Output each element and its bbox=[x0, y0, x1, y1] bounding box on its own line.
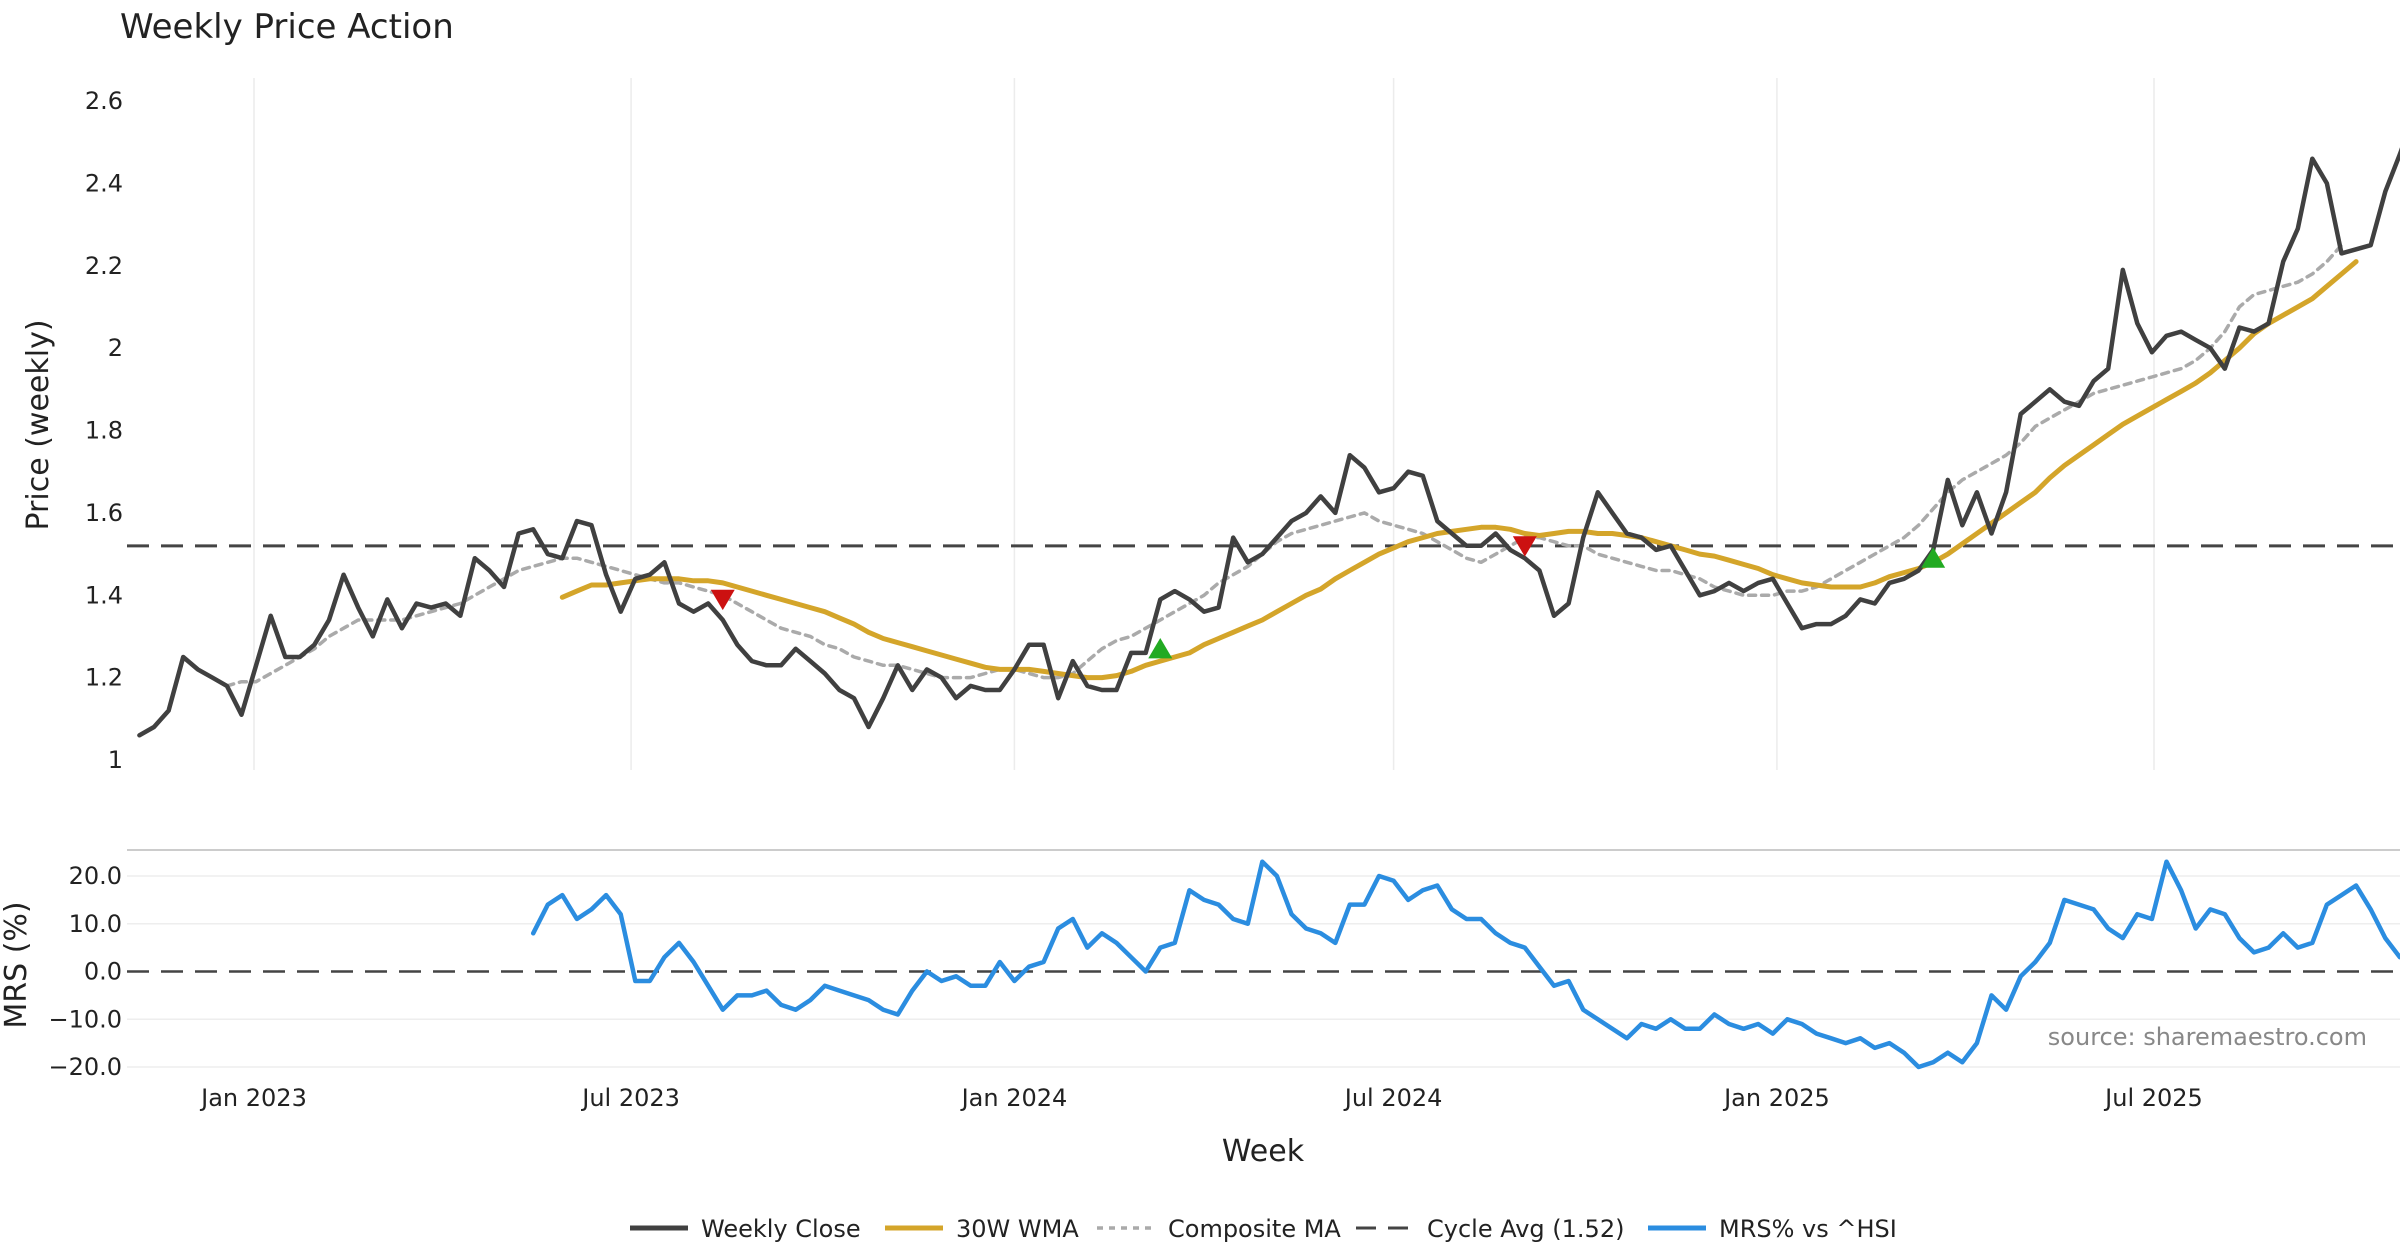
mrs-ytick-label: −10.0 bbox=[48, 1005, 122, 1033]
legend-label: MRS% vs ^HSI bbox=[1719, 1215, 1897, 1243]
x-tick-label: Jul 2025 bbox=[2103, 1084, 2203, 1112]
price-ytick-label: 1 bbox=[108, 746, 123, 774]
mrs-y-ticks: 20.0 10.0 0.0 −10.0 −20.0 bbox=[48, 862, 122, 1081]
x-tick-label: Jan 2023 bbox=[199, 1084, 307, 1112]
composite-ma-line bbox=[225, 243, 2344, 688]
price-ytick-label: 1.8 bbox=[85, 417, 123, 445]
signal-markers bbox=[710, 536, 1946, 659]
mrs-ytick-label: 10.0 bbox=[69, 910, 122, 938]
sell-marker-2 bbox=[1512, 536, 1537, 557]
price-ytick-label: 1.2 bbox=[85, 664, 123, 692]
legend-label: Composite MA bbox=[1168, 1215, 1341, 1243]
price-y-axis-label: Price (weekly) bbox=[21, 319, 56, 530]
mrs-ytick-label: −20.0 bbox=[48, 1053, 122, 1081]
legend: Weekly Close 30W WMA Composite MA Cycle Avg… bbox=[630, 1215, 1897, 1243]
mrs-line bbox=[530, 859, 2400, 1070]
price-ytick-label: 1.4 bbox=[85, 581, 123, 609]
price-ytick-label: 2 bbox=[108, 334, 123, 362]
price-series-group bbox=[127, 147, 2400, 738]
wma-30w-line bbox=[559, 259, 2359, 681]
x-tick-label: Jan 2025 bbox=[1722, 1084, 1830, 1112]
price-y-ticks: 1 1.2 1.4 1.6 1.8 2 2.2 2.4 2.6 bbox=[85, 87, 123, 774]
source-annotation: source: sharemaestro.com bbox=[2048, 1023, 2367, 1051]
weekly-close-line bbox=[137, 147, 2400, 738]
mrs-ytick-label: 20.0 bbox=[69, 862, 122, 890]
price-ytick-label: 2.2 bbox=[85, 252, 123, 280]
mrs-series-group bbox=[127, 859, 2400, 1070]
price-ytick-label: 1.6 bbox=[85, 499, 123, 527]
x-tick-label: Jul 2024 bbox=[1343, 1084, 1443, 1112]
x-ticks: Jan 2023 Jul 2023 Jan 2024 Jul 2024 Jan 2025… bbox=[199, 1084, 2203, 1112]
chart-title: Weekly Price Action bbox=[120, 7, 454, 47]
price-ytick-label: 2.4 bbox=[85, 169, 123, 197]
legend-label: 30W WMA bbox=[956, 1215, 1079, 1243]
mrs-gridlines bbox=[127, 849, 2400, 1068]
legend-label: Cycle Avg (1.52) bbox=[1427, 1215, 1624, 1243]
mrs-ytick-label: 0.0 bbox=[84, 958, 122, 986]
x-tick-label: Jan 2024 bbox=[960, 1084, 1068, 1112]
price-gridlines bbox=[253, 78, 2155, 770]
buy-marker-3 bbox=[1921, 547, 1946, 568]
price-ytick-label: 2.6 bbox=[85, 87, 123, 115]
buy-marker-1 bbox=[1148, 637, 1173, 659]
x-axis-label: Week bbox=[1222, 1134, 1305, 1169]
mrs-y-axis-label: MRS (%) bbox=[0, 901, 34, 1028]
legend-label: Weekly Close bbox=[701, 1215, 861, 1243]
sell-marker-0 bbox=[710, 589, 735, 611]
x-tick-label: Jul 2023 bbox=[580, 1084, 680, 1112]
